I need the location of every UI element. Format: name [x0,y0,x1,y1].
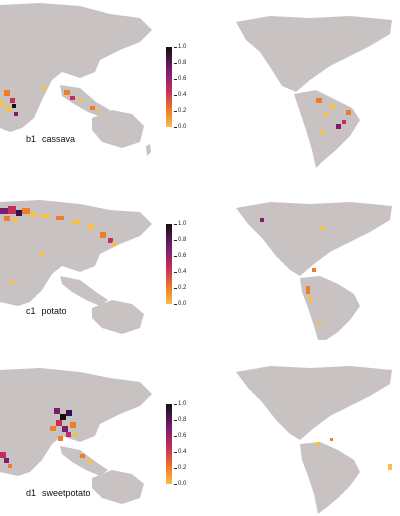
landmass-south-america [300,442,360,514]
tick-1-0: 1.0 [173,221,187,227]
tick-0-0: 0.0 [173,301,187,307]
tick-0-2: 0.2 [173,108,187,114]
landmass-australia [92,110,144,148]
map-panel-potato: c1 potato 1.0 0.8 0.6 0.4 0.2 0.0 [0,172,400,344]
panel-label-sweetpotato: d1 sweetpotato [26,488,91,498]
landmass-southeast-asia [60,446,108,476]
crop-name: sweetpotato [42,488,91,498]
tick-0-6: 0.6 [173,76,187,82]
tick-0-2: 0.2 [173,465,187,471]
panel-code: b1 [26,134,37,144]
landmass-north-america [236,16,392,92]
colorbar-cassava [166,47,172,127]
world-map-cassava [0,3,392,168]
crop-name: potato [41,306,67,316]
tick-0-0: 0.0 [173,481,187,487]
landmass-north-america [236,202,392,276]
map-panel-sweetpotato: d1 sweetpotato 1.0 0.8 0.6 0.4 0.2 0.0 [0,344,400,516]
landmass-south-america [300,276,360,340]
tick-1-0: 1.0 [173,401,187,407]
landmass-southeast-asia [60,276,108,306]
landmass-south-america [294,90,360,168]
colorbar-sweetpotato [166,404,172,484]
tick-0-6: 0.6 [173,433,187,439]
landmass-eurasia-africa [0,200,152,306]
tick-0-0: 0.0 [173,124,187,130]
tick-0-8: 0.8 [173,417,187,423]
tick-0-2: 0.2 [173,285,187,291]
landmass-southeast-asia [60,85,110,118]
world-map-potato [0,200,392,340]
intensity-cells-cassava [0,86,351,134]
landmass-eurasia-africa [0,3,152,132]
landmass-australia [92,300,144,334]
tick-0-4: 0.4 [173,269,187,275]
landmass-australia [92,470,144,504]
tick-0-8: 0.8 [173,237,187,243]
landmass-north-america [236,366,392,440]
tick-0-6: 0.6 [173,253,187,259]
colorbar-potato [166,224,172,304]
tick-1-0: 1.0 [173,44,187,50]
tick-0-4: 0.4 [173,92,187,98]
intensity-cells-sweetpotato [0,408,392,470]
map-panel-cassava: b1 cassava 1.0 0.8 0.6 0.4 0.2 0.0 [0,0,400,172]
panel-label-potato: c1 potato [26,306,67,316]
panel-code: c1 [26,306,36,316]
tick-0-4: 0.4 [173,449,187,455]
intensity-cells-potato [0,206,325,326]
tick-0-8: 0.8 [173,60,187,66]
crop-name: cassava [42,134,76,144]
landmass-new-zealand [146,144,151,156]
panel-label-cassava: b1 cassava [26,134,75,144]
world-map-sweetpotato [0,366,392,514]
panel-code: d1 [26,488,37,498]
